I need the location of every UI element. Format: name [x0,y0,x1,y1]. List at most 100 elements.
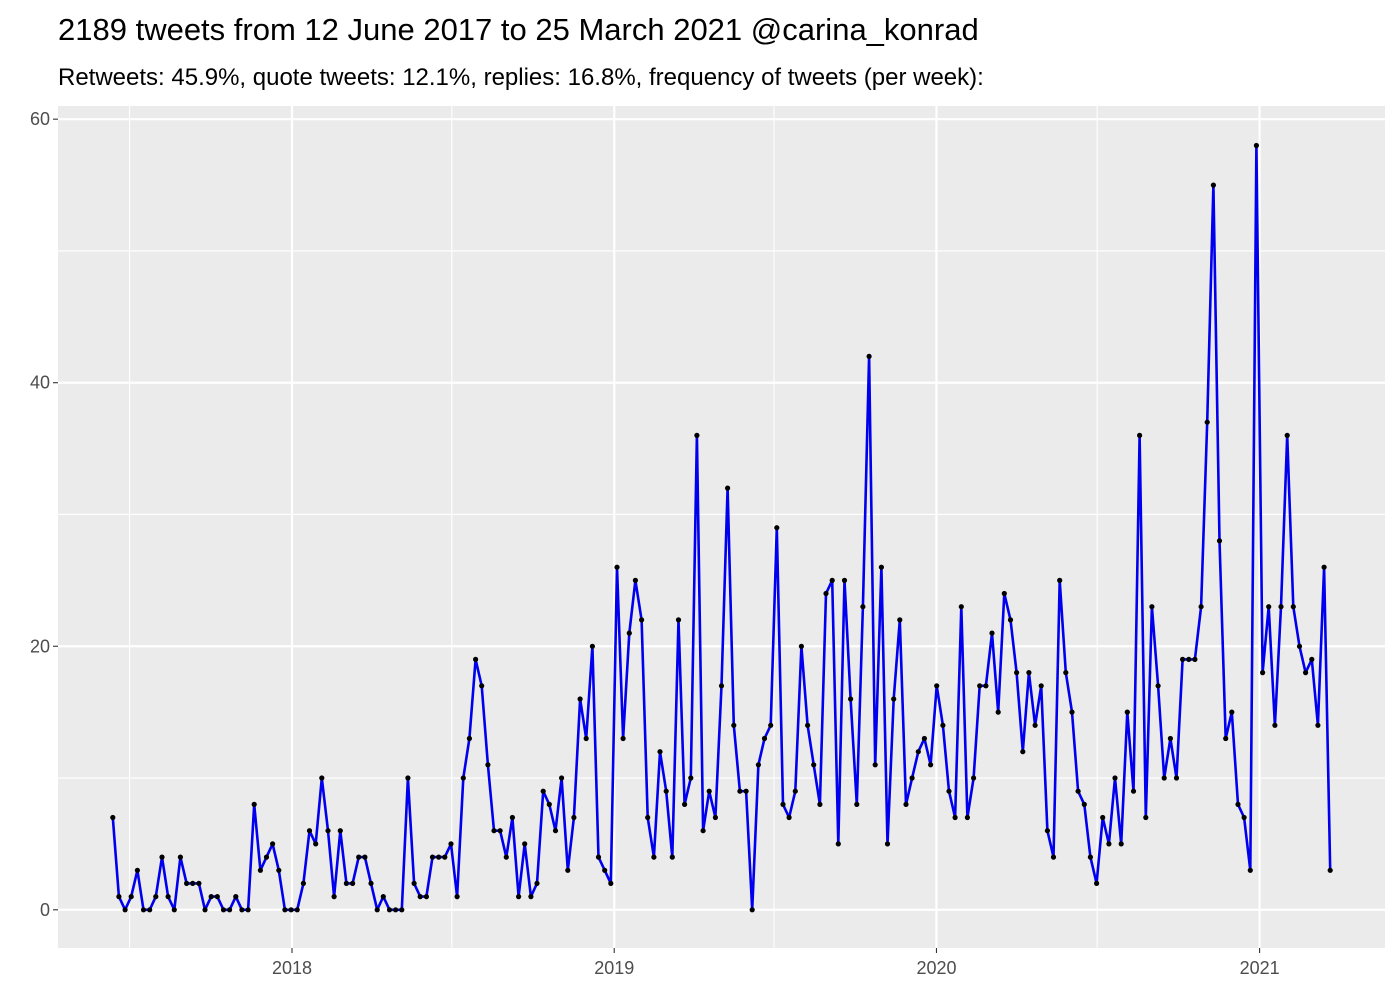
data-point [1186,656,1192,663]
data-point [1038,683,1044,689]
data-point [780,801,786,808]
data-point [639,617,645,623]
data-point [1100,814,1106,821]
data-point [848,696,854,702]
data-point [171,907,177,913]
data-point [1278,604,1284,610]
data-point [1241,814,1247,821]
data-point [239,907,245,913]
x-axis: 2018 2019 2020 2021 [272,948,1280,978]
data-point [362,854,368,860]
data-point [343,880,349,887]
data-point [522,841,528,847]
data-point [448,841,454,847]
plot-panel [58,106,1385,948]
data-point [928,762,934,768]
data-point [288,907,294,913]
y-tick-label: 0 [40,900,50,920]
data-point [393,907,399,913]
data-point [749,907,755,913]
data-point [300,880,306,887]
data-point [313,841,319,847]
data-point [497,828,503,834]
data-point [755,762,762,768]
data-point [368,880,374,887]
data-point [386,907,393,913]
x-tick-label: 2021 [1240,958,1280,978]
data-point [866,353,872,359]
data-point [1063,670,1069,676]
data-point [1124,709,1130,715]
chart-subtitle: Retweets: 45.9%, quote tweets: 12.1%, re… [58,64,984,91]
data-point [1253,142,1259,149]
data-point [165,894,171,900]
data-point [1007,617,1014,623]
data-point [1050,854,1057,860]
data-point [983,683,989,689]
data-point [829,577,835,584]
data-point [718,683,725,689]
data-point [319,775,325,781]
data-point [1210,182,1216,188]
data-point [276,867,282,873]
data-point [682,801,688,808]
data-point [374,907,380,913]
data-point [675,617,682,623]
data-point [1069,709,1075,715]
data-point [620,735,626,742]
data-point [1223,735,1229,742]
data-point [325,828,331,834]
data-point [1087,854,1093,860]
data-point [1081,801,1087,808]
data-point [147,907,153,913]
data-point [1309,656,1315,663]
data-point [595,854,602,860]
data-point [663,788,669,794]
data-point [688,775,694,781]
data-point [1235,801,1241,808]
data-point [571,814,577,821]
data-point [282,907,288,913]
data-point [1057,577,1063,584]
data-point [1296,643,1303,649]
data-point [356,854,362,860]
x-tick-label: 2018 [272,958,312,978]
data-point [1155,683,1161,689]
data-point [436,854,442,860]
data-point [1266,604,1272,610]
data-point [509,814,515,821]
data-point [645,814,651,821]
data-point [884,841,891,847]
data-point [854,801,860,808]
data-point [651,854,657,860]
data-point [1020,749,1026,755]
data-point [995,709,1001,715]
data-point [1001,590,1007,597]
data-point [891,696,897,702]
data-point [559,775,565,781]
data-point [608,880,614,887]
data-point [940,722,946,728]
data-point [706,788,712,794]
data-point [1137,432,1143,438]
data-point [805,722,811,728]
data-point [184,880,190,887]
data-point [503,854,509,860]
data-point [1143,814,1149,821]
x-tick-label: 2020 [916,958,956,978]
data-point [841,577,848,584]
data-point [473,656,479,663]
data-point [1032,722,1038,728]
data-point [442,854,448,860]
x-tick-label: 2019 [594,958,634,978]
data-point [423,894,429,900]
data-point [1118,841,1124,847]
data-point [1192,656,1198,663]
data-point [589,643,596,649]
data-point [546,801,552,808]
data-point [1229,709,1235,715]
data-point [528,894,534,900]
data-point [128,894,134,900]
data-point [811,762,817,768]
